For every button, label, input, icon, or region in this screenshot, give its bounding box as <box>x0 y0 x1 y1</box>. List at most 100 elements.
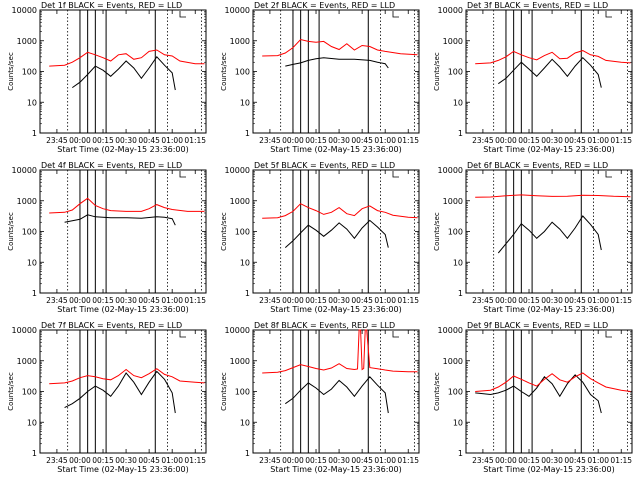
y-axis-title: Counts/sec <box>7 52 15 91</box>
legend-mark <box>605 11 612 18</box>
x-tick-label: 00:45 <box>351 136 373 145</box>
y-tick-label: 10000 <box>225 166 250 175</box>
y-tick-label: 10000 <box>12 326 37 335</box>
x-tick-label: 00:45 <box>564 456 586 465</box>
y-tick-label: 1 <box>245 289 250 298</box>
x-axis-title: Start Time (02-May-15 23:36:00) <box>270 465 401 474</box>
y-axis-title: Counts/sec <box>7 372 15 411</box>
plot-frame <box>39 169 207 294</box>
chart-title: Det 5f BLACK = Events, RED = LLD <box>254 161 395 170</box>
y-tick-label: 1000 <box>443 357 463 366</box>
y-axis-title: Counts/sec <box>433 52 441 91</box>
y-tick-label: 10000 <box>12 6 37 15</box>
chart-title: Det 7f BLACK = Events, RED = LLD <box>41 321 182 330</box>
x-tick-label: 00:15 <box>518 296 540 305</box>
x-tick-label: 01:00 <box>587 136 609 145</box>
plot-frame <box>252 329 420 454</box>
x-tick-label: 01:15 <box>610 296 632 305</box>
series-line-events <box>72 55 176 91</box>
x-tick-label: 00:45 <box>138 456 160 465</box>
y-tick-label: 1 <box>32 129 37 138</box>
chart-title: Det 4f BLACK = Events, RED = LLD <box>41 161 182 170</box>
plot-frame <box>39 9 207 134</box>
series-line-events <box>498 56 602 88</box>
x-axis-title: Start Time (02-May-15 23:36:00) <box>57 465 188 474</box>
x-tick-label: 23:45 <box>46 136 68 145</box>
y-tick-label: 1000 <box>443 37 463 46</box>
y-tick-label: 10000 <box>438 326 463 335</box>
x-tick-label: 00:00 <box>69 456 91 465</box>
series-line-lld <box>49 368 205 385</box>
y-tick-label: 1000 <box>230 197 250 206</box>
x-tick-label: 01:00 <box>161 136 183 145</box>
x-tick-label: 00:15 <box>92 136 114 145</box>
x-tick-label: 00:15 <box>92 296 114 305</box>
y-tick-label: 1 <box>458 289 463 298</box>
chart-title: Det 6f BLACK = Events, RED = LLD <box>467 161 608 170</box>
x-tick-label: 00:00 <box>69 136 91 145</box>
legend-mark <box>392 11 399 18</box>
x-tick-label: 00:15 <box>92 456 114 465</box>
y-tick-label: 10000 <box>438 166 463 175</box>
series-line-lld <box>262 203 418 219</box>
x-tick-label: 23:45 <box>472 296 494 305</box>
series-line-lld <box>475 194 631 198</box>
y-tick-label: 10 <box>240 258 250 267</box>
y-tick-label: 1000 <box>17 197 37 206</box>
y-tick-label: 10000 <box>438 6 463 15</box>
series-line-events <box>475 374 602 414</box>
x-tick-label: 01:15 <box>397 456 419 465</box>
x-tick-label: 00:00 <box>282 296 304 305</box>
x-tick-label: 00:45 <box>351 456 373 465</box>
plot-frame <box>465 169 633 294</box>
panel-det-1: Det 1f BLACK = Events, RED = LLD 1 10 100 10… <box>7 1 207 154</box>
y-tick-label: 100 <box>235 68 250 77</box>
series-line-events <box>64 214 176 226</box>
plot-frame <box>252 169 420 294</box>
x-tick-label: 00:30 <box>328 296 350 305</box>
legend-mark <box>392 171 399 178</box>
y-tick-label: 10000 <box>12 166 37 175</box>
x-tick-label: 01:00 <box>374 456 396 465</box>
x-tick-label: 00:30 <box>115 456 137 465</box>
x-tick-label: 23:45 <box>472 456 494 465</box>
plot-frame <box>465 329 633 454</box>
x-tick-label: 00:15 <box>305 296 327 305</box>
series-line-events <box>284 219 389 248</box>
series-line-events <box>285 57 389 69</box>
x-tick-label: 01:00 <box>161 456 183 465</box>
panel-det-6: Det 6f BLACK = Events, RED = LLD 1 10 100 10… <box>433 161 633 314</box>
series-line-lld <box>262 38 418 57</box>
panel-det-8: Det 8f BLACK = Events, RED = LLD 1 10 100 10… <box>220 321 420 474</box>
legend-mark <box>392 331 399 338</box>
legend-mark <box>179 11 186 18</box>
series-line-lld <box>475 50 631 65</box>
series-line-lld <box>475 372 631 392</box>
y-tick-label: 10 <box>27 98 37 107</box>
plot-frame <box>252 9 420 134</box>
panel-det-5: Det 5f BLACK = Events, RED = LLD 1 10 100 10… <box>220 161 420 314</box>
y-tick-label: 1 <box>458 129 463 138</box>
x-axis-title: Start Time (02-May-15 23:36:00) <box>483 145 614 154</box>
x-tick-label: 00:00 <box>282 136 304 145</box>
y-tick-label: 10000 <box>225 326 250 335</box>
plot-frame <box>465 9 633 134</box>
series-line-lld <box>262 329 418 374</box>
series-line-events <box>64 370 176 414</box>
legend-mark <box>179 331 186 338</box>
chart-title: Det 1f BLACK = Events, RED = LLD <box>41 1 182 10</box>
x-tick-label: 01:15 <box>610 456 632 465</box>
y-tick-label: 100 <box>448 388 463 397</box>
x-tick-label: 00:00 <box>495 456 517 465</box>
x-tick-label: 00:15 <box>305 136 327 145</box>
y-tick-label: 100 <box>235 228 250 237</box>
x-axis-title: Start Time (02-May-15 23:36:00) <box>270 145 401 154</box>
x-tick-label: 00:45 <box>138 136 160 145</box>
y-axis-title: Counts/sec <box>7 212 15 251</box>
x-tick-label: 23:45 <box>259 456 281 465</box>
x-tick-label: 01:00 <box>161 296 183 305</box>
plot-frame <box>39 329 207 454</box>
y-tick-label: 100 <box>235 388 250 397</box>
series-line-events <box>497 215 602 254</box>
